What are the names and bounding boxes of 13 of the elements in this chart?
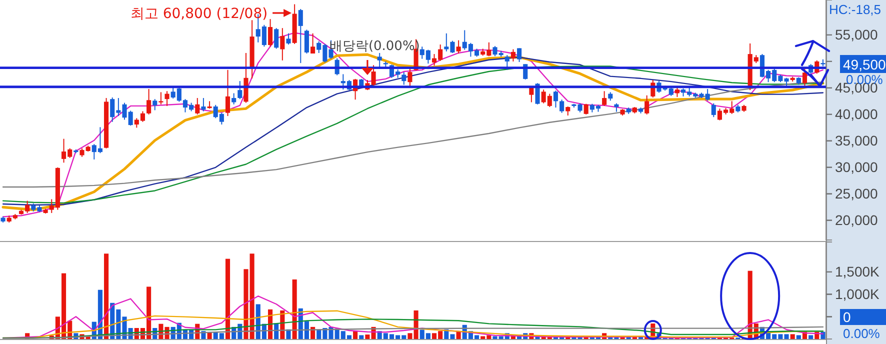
text: 49,500 (843, 56, 886, 72)
y-tick-label: 55,000 (835, 26, 878, 42)
text: HC:-18,5 (829, 2, 882, 17)
text: 0 (843, 309, 851, 325)
y-tick-label: 35,000 (835, 132, 878, 148)
annotation: 최고 60,800 (12/08) (130, 6, 268, 22)
y-tick-label: 30,000 (835, 158, 878, 175)
y-tick-label: 1,000K (835, 286, 880, 302)
y-tick-label: 1,500K (835, 263, 880, 280)
y-tick-label: 25,000 (835, 185, 878, 202)
y-tick-label: 40,000 (835, 106, 878, 122)
text: 0.00% (843, 326, 880, 341)
y-tick-label: 20,000 (835, 212, 878, 228)
